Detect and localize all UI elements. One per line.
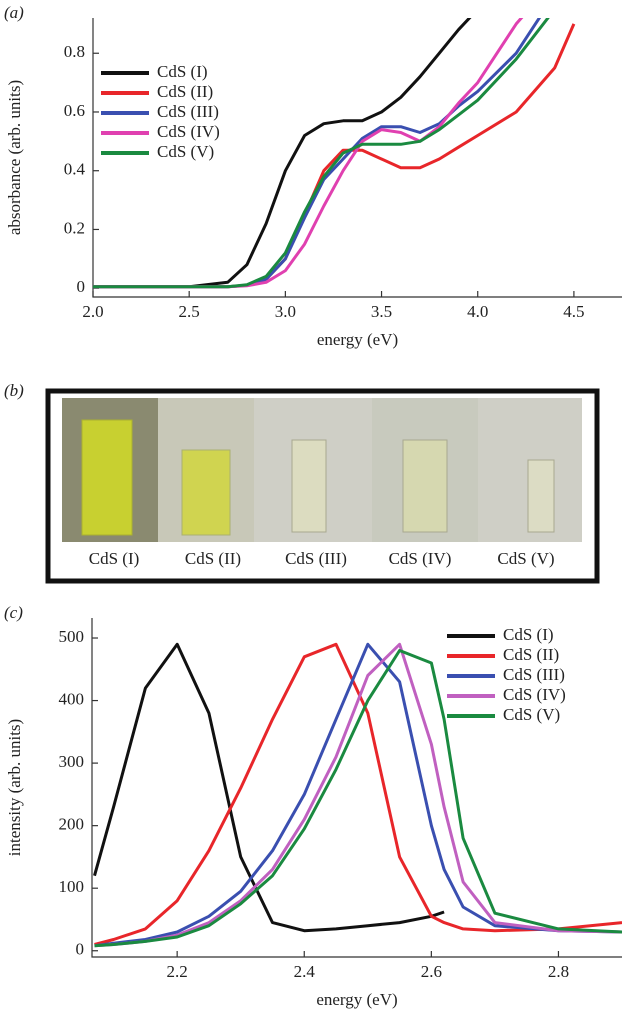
cuvette xyxy=(181,449,231,536)
legend-label: CdS (V) xyxy=(157,142,214,161)
photo-panel: CdS (I) CdS (II) CdS (III) CdS (IV) CdS … xyxy=(45,388,600,584)
y-tick-label: 0 xyxy=(77,277,86,296)
y-tick-label: 0.6 xyxy=(64,101,85,120)
series-line xyxy=(93,18,550,289)
y-tick-label: 0 xyxy=(76,940,85,959)
photo-caption: CdS (II) xyxy=(185,549,241,568)
plot-area xyxy=(93,642,622,948)
axis-frame xyxy=(91,618,622,958)
panel-label: (b) xyxy=(4,381,24,400)
legend-label: CdS (II) xyxy=(157,82,213,101)
cuvette xyxy=(527,459,555,533)
series-line xyxy=(94,642,622,946)
photo-frame xyxy=(45,388,600,584)
x-tick-label: 2.5 xyxy=(179,302,200,321)
legend-label: CdS (I) xyxy=(503,625,554,644)
y-tick-label: 400 xyxy=(59,689,85,708)
series-line xyxy=(94,642,622,948)
legend-label: CdS (IV) xyxy=(157,122,220,141)
panel-label: (a) xyxy=(4,3,24,22)
x-axis-label: energy (eV) xyxy=(316,990,397,1009)
x-tick-label: 2.4 xyxy=(294,962,316,981)
y-axis-label: intensity (arb. units) xyxy=(5,719,24,856)
legend-label: CdS (III) xyxy=(157,102,219,121)
x-tick-label: 2.2 xyxy=(167,962,188,981)
photo-caption: CdS (V) xyxy=(497,549,554,568)
legend-label: CdS (IV) xyxy=(503,685,566,704)
series-line xyxy=(93,642,445,933)
cuvette xyxy=(81,419,133,536)
cuvette xyxy=(291,439,327,533)
photo-caption: CdS (IV) xyxy=(389,549,452,568)
photo-caption: CdS (I) xyxy=(89,549,140,568)
y-tick-label: 100 xyxy=(59,877,85,896)
y-tick-label: 0.2 xyxy=(64,218,85,237)
x-tick-label: 4.0 xyxy=(467,302,488,321)
x-tick-label: 2.0 xyxy=(82,302,103,321)
legend-label: CdS (III) xyxy=(503,665,565,684)
y-axis-label: absorbance (arb. units) xyxy=(5,80,24,235)
y-tick-label: 0.8 xyxy=(64,42,85,61)
x-tick-label: 4.5 xyxy=(563,302,584,321)
legend-label: CdS (II) xyxy=(503,645,559,664)
x-tick-label: 3.0 xyxy=(275,302,296,321)
x-tick-label: 2.6 xyxy=(421,962,442,981)
photo-tiles xyxy=(62,398,582,542)
y-tick-label: 0.4 xyxy=(64,160,86,179)
panel-label: (c) xyxy=(4,603,23,622)
y-tick-label: 500 xyxy=(59,627,85,646)
photo-caption: CdS (III) xyxy=(285,549,347,568)
series-line xyxy=(93,18,472,289)
legend-label: CdS (V) xyxy=(503,705,560,724)
y-tick-label: 200 xyxy=(59,815,85,834)
x-tick-label: 2.8 xyxy=(548,962,569,981)
y-tick-label: 300 xyxy=(59,752,85,771)
x-axis-label: energy (eV) xyxy=(317,330,398,349)
x-tick-label: 3.5 xyxy=(371,302,392,321)
plot-area xyxy=(93,18,576,289)
series-line xyxy=(94,649,622,948)
legend-label: CdS (I) xyxy=(157,62,208,81)
cuvette xyxy=(402,439,448,533)
